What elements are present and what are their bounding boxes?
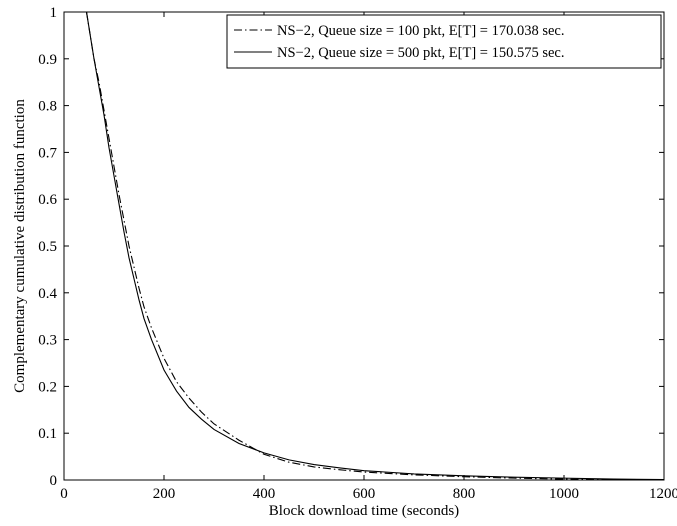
y-tick-label: 0.9 xyxy=(38,52,57,68)
legend-entry-queue-500: NS−2, Queue size = 500 pkt, E[T] = 150.5… xyxy=(277,45,565,61)
y-tick-label: 0.1 xyxy=(38,426,57,442)
y-tick-label: 0 xyxy=(50,473,58,489)
x-tick-label: 1000 xyxy=(549,486,579,502)
y-tick-label: 0.2 xyxy=(38,379,57,395)
y-tick-label: 0.4 xyxy=(38,286,57,302)
y-tick-label: 0.6 xyxy=(38,192,57,208)
legend-entry-queue-100: NS−2, Queue size = 100 pkt, E[T] = 170.0… xyxy=(277,23,565,39)
x-tick-label: 0 xyxy=(60,486,68,502)
x-tick-label: 800 xyxy=(453,486,476,502)
y-tick-label: 1 xyxy=(50,5,58,21)
x-axis-label: Block download time (seconds) xyxy=(269,503,459,519)
y-tick-label: 0.5 xyxy=(38,239,57,255)
x-tick-label: 1200 xyxy=(649,486,677,502)
y-axis-label: Complementary cumulative distribution fu… xyxy=(12,99,28,393)
y-tick-label: 0.8 xyxy=(38,99,57,115)
x-tick-label: 600 xyxy=(353,486,376,502)
legend-box xyxy=(226,14,662,69)
x-tick-label: 200 xyxy=(153,486,176,502)
legend: NS−2, Queue size = 100 pkt, E[T] = 170.0… xyxy=(226,14,662,69)
axes: 0 200 400 600 800 1000 1200 0 0.1 0.2 0.3 0.4 0.5 0.6… xyxy=(38,5,677,502)
y-tick-label: 0.7 xyxy=(38,145,57,161)
series-line-1 xyxy=(85,11,665,481)
y-tick-label: 0.3 xyxy=(38,333,57,349)
series-line-0 xyxy=(85,11,665,481)
x-tick-label: 400 xyxy=(253,486,276,502)
plot-area xyxy=(85,11,665,481)
